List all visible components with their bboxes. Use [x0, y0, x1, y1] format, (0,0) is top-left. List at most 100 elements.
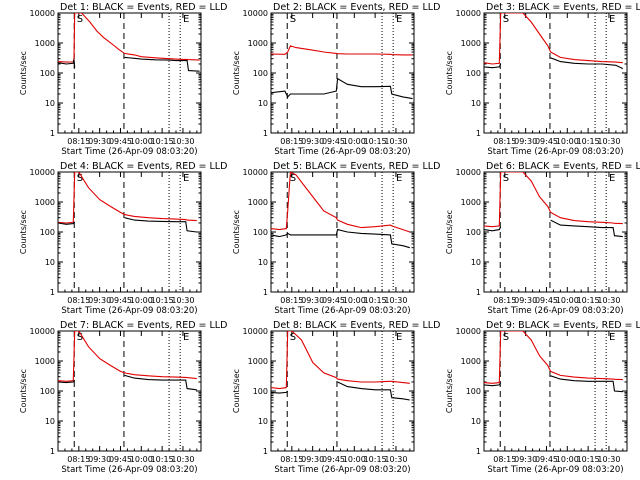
x-axis-label: Start Time (26-Apr-09 08:03:20)	[487, 147, 623, 157]
panel-title: Det 8: BLACK = Events, RED = LLD	[273, 320, 440, 331]
x-tick-label: 09:30	[514, 296, 537, 305]
y-tick-label: 100	[253, 69, 268, 78]
y-tick-label: 1000	[461, 198, 481, 207]
x-tick-label: 10:00	[556, 296, 579, 305]
y-tick-label: 1000	[248, 39, 268, 48]
x-tick-label: 09:45	[109, 455, 132, 464]
x-tick-label: 09:30	[514, 137, 537, 146]
y-tick-label: 10	[471, 417, 481, 426]
panel-title: Det 4: BLACK = Events, RED = LLD	[60, 161, 227, 172]
y-tick-label: 1000	[35, 39, 55, 48]
x-tick-label: 09:45	[109, 296, 132, 305]
x-tick-label: 10:15	[577, 137, 600, 146]
x-tick-label: 10:15	[151, 455, 174, 464]
x-tick-label: 09:45	[322, 455, 345, 464]
panel-title: Det 9: BLACK = Events, RED = LLD	[486, 320, 640, 331]
x-tick-label: 10:30	[597, 455, 620, 464]
y-axis-label: Counts/sec	[19, 210, 28, 254]
x-tick-label: 10:15	[577, 296, 600, 305]
x-tick-label: 10:00	[343, 455, 366, 464]
x-tick-label: 08:15	[493, 455, 516, 464]
events-series-line	[58, 217, 197, 233]
y-tick-label: 100	[466, 228, 481, 237]
x-tick-label: 09:45	[535, 137, 558, 146]
x-tick-label: 10:15	[364, 296, 387, 305]
x-tick-label: 10:30	[384, 296, 407, 305]
x-axis-label: Start Time (26-Apr-09 08:03:20)	[61, 147, 197, 157]
x-tick-label: 09:45	[322, 296, 345, 305]
y-tick-label: 10000	[243, 327, 268, 336]
x-tick-label: 09:30	[88, 455, 111, 464]
x-axis-label: Start Time (26-Apr-09 08:03:20)	[274, 465, 410, 475]
events-series-line	[58, 374, 197, 391]
events-series-line	[58, 56, 200, 72]
x-axis-label: Start Time (26-Apr-09 08:03:20)	[61, 306, 197, 316]
panel-title: Det 5: BLACK = Events, RED = LLD	[273, 161, 440, 172]
marker-label: S	[503, 173, 509, 184]
y-tick-label: 1000	[461, 39, 481, 48]
y-tick-label: 10	[471, 99, 481, 108]
plot-frame	[57, 330, 202, 452]
plot-frame	[483, 171, 628, 293]
events-series-line	[271, 381, 410, 401]
x-tick-label: 08:15	[493, 137, 516, 146]
marker-label: E	[609, 173, 615, 184]
y-tick-label: 10	[258, 417, 268, 426]
y-tick-label: 10	[45, 99, 55, 108]
marker-label: S	[77, 14, 83, 25]
marker-label: S	[290, 332, 296, 343]
plot-frame	[57, 12, 202, 134]
y-axis-label: Counts/sec	[19, 51, 28, 95]
events-series-line	[271, 228, 410, 249]
x-tick-label: 10:30	[384, 137, 407, 146]
y-tick-label: 1	[263, 129, 268, 138]
y-tick-label: 1000	[248, 357, 268, 366]
x-tick-label: 09:30	[301, 296, 324, 305]
y-axis-label: Counts/sec	[232, 210, 241, 254]
marker-label: E	[396, 332, 402, 343]
marker-label: E	[183, 173, 189, 184]
x-tick-label: 09:45	[109, 137, 132, 146]
x-tick-label: 10:30	[384, 455, 407, 464]
x-tick-label: 09:30	[514, 455, 537, 464]
y-tick-label: 100	[40, 228, 55, 237]
lld-series-line	[58, 172, 197, 224]
x-tick-label: 08:15	[67, 296, 90, 305]
marker-label: E	[609, 332, 615, 343]
x-tick-label: 08:15	[280, 455, 303, 464]
x-tick-label: 10:30	[597, 137, 620, 146]
y-tick-label: 100	[253, 228, 268, 237]
marker-label: S	[290, 173, 296, 184]
y-tick-label: 1000	[248, 198, 268, 207]
marker-label: S	[290, 14, 296, 25]
y-tick-label: 10	[471, 258, 481, 267]
y-tick-label: 1	[476, 129, 481, 138]
y-axis-label: Counts/sec	[232, 51, 241, 95]
y-tick-label: 100	[253, 387, 268, 396]
x-tick-label: 10:00	[556, 455, 579, 464]
events-series-line	[271, 77, 413, 100]
panel-title: Det 6: BLACK = Events, RED = LLD	[486, 161, 640, 172]
events-series-line	[484, 57, 624, 70]
y-tick-label: 1	[50, 288, 55, 297]
x-tick-label: 10:30	[597, 296, 620, 305]
x-tick-label: 08:15	[67, 137, 90, 146]
x-axis-label: Start Time (26-Apr-09 08:03:20)	[61, 465, 197, 475]
y-tick-label: 1	[476, 447, 481, 456]
y-tick-label: 10000	[30, 9, 55, 18]
panel-title: Det 1: BLACK = Events, RED = LLD	[60, 2, 227, 13]
marker-label: E	[396, 173, 402, 184]
y-tick-label: 100	[40, 387, 55, 396]
x-tick-label: 10:00	[556, 137, 579, 146]
y-tick-label: 100	[466, 69, 481, 78]
y-axis-label: Counts/sec	[445, 51, 454, 95]
x-tick-label: 09:45	[535, 455, 558, 464]
y-axis-label: Counts/sec	[445, 210, 454, 254]
y-tick-label: 1	[263, 288, 268, 297]
